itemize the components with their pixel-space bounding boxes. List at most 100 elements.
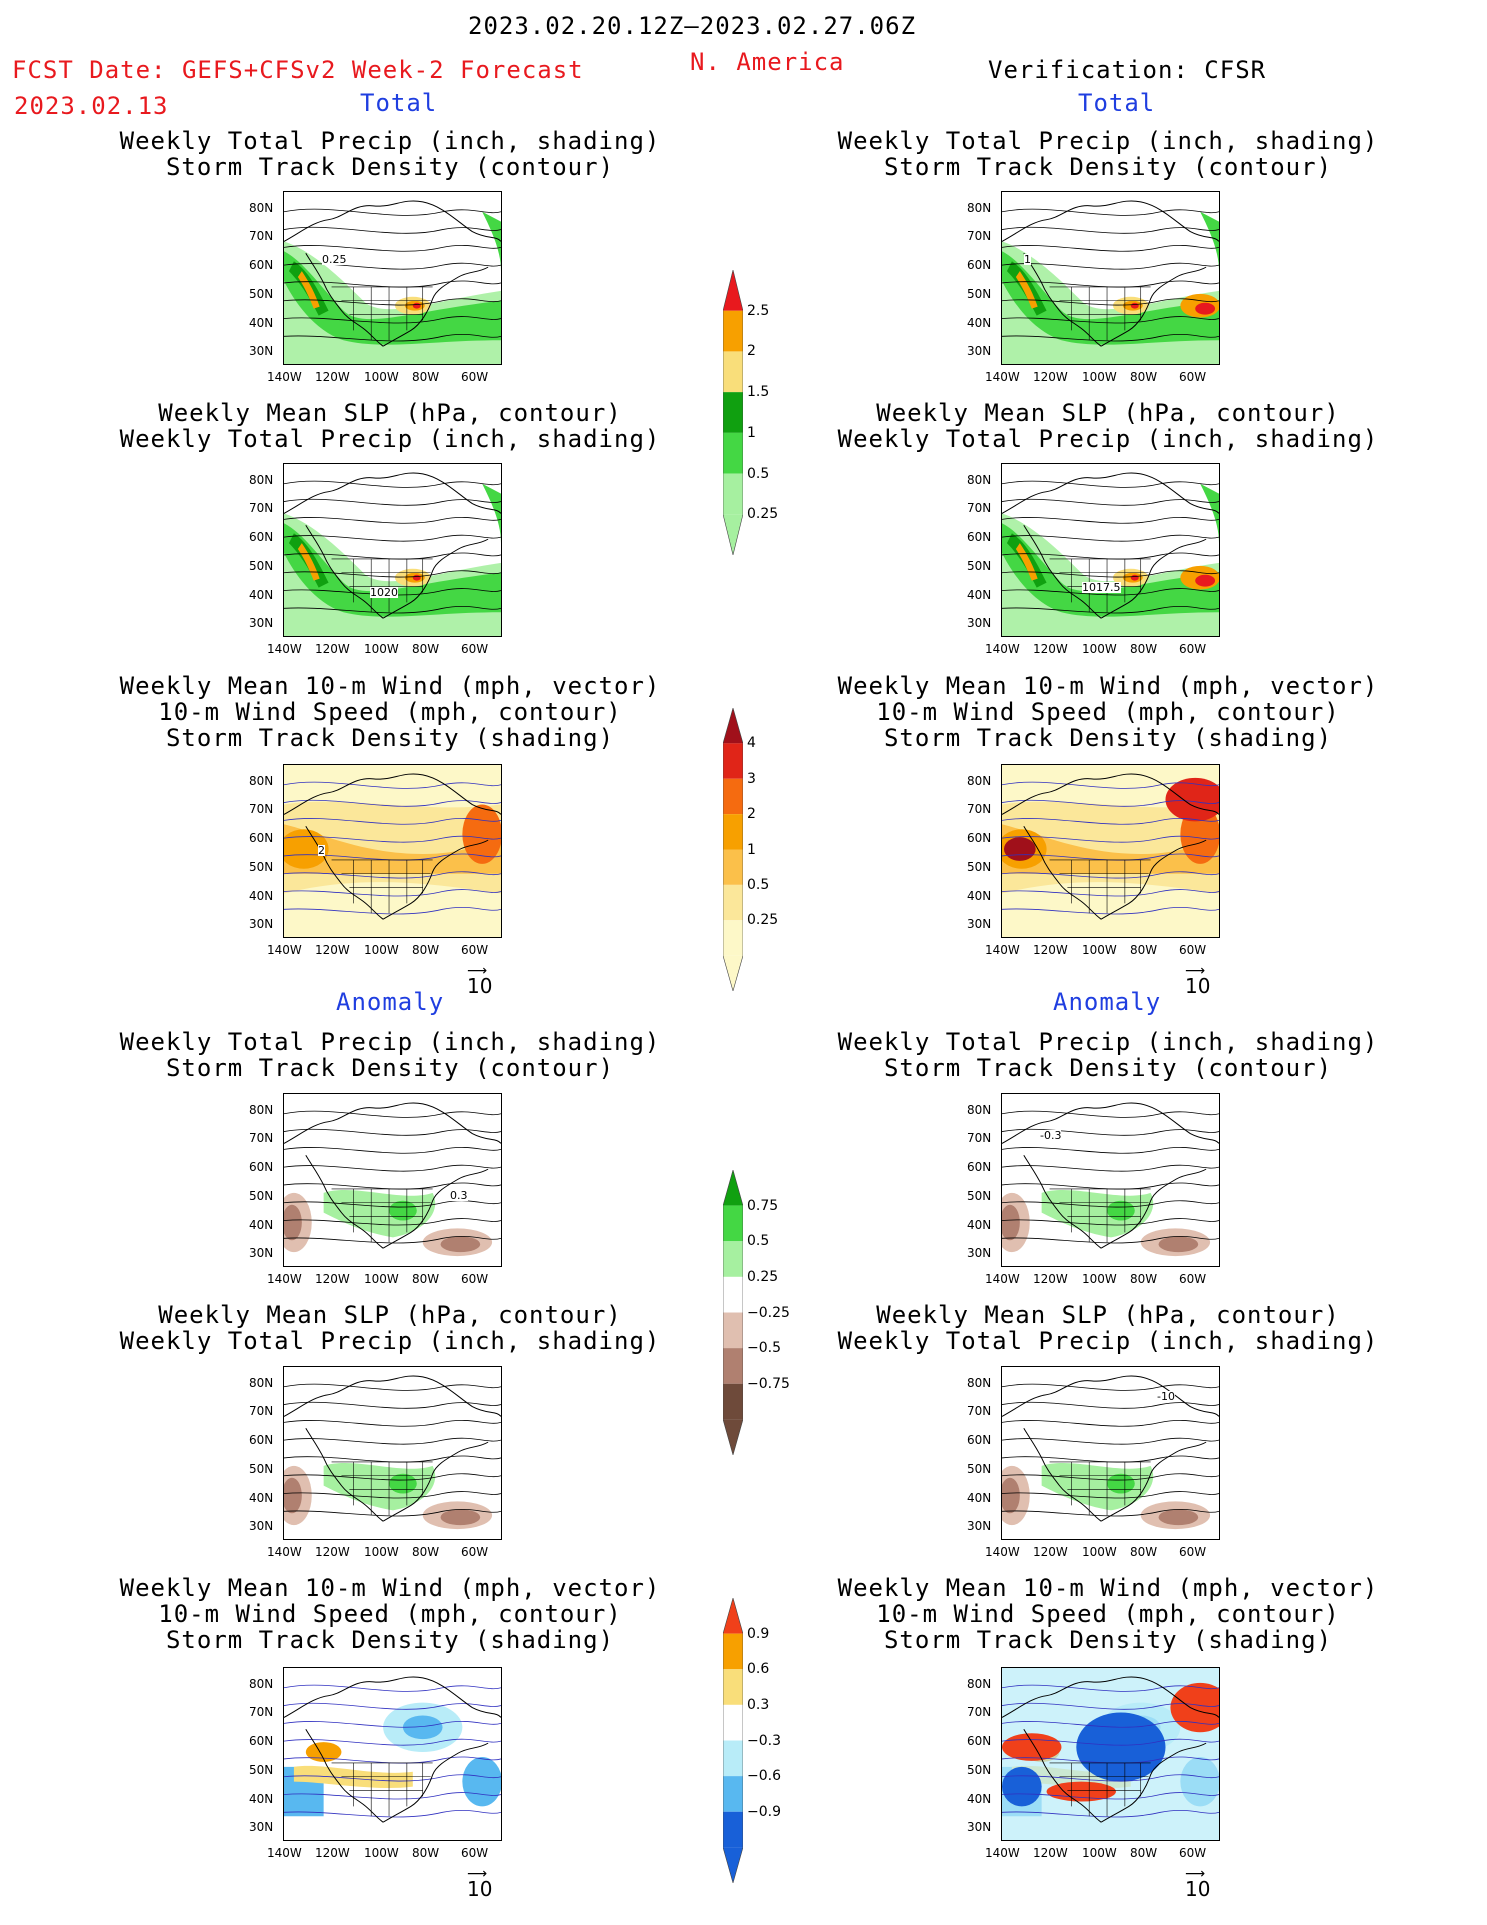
v-anom-precip-map-svg bbox=[1002, 1102, 1219, 1257]
lat-tick-label: 80N bbox=[967, 1103, 992, 1117]
colorbar-tick-label: −0.3 bbox=[747, 1732, 781, 1749]
lat-tick-label: 80N bbox=[967, 774, 992, 788]
lon-tick-label: 100W bbox=[1082, 1846, 1117, 1860]
lon-tick-label: 100W bbox=[364, 1846, 399, 1860]
lon-tick-label: 100W bbox=[1082, 642, 1117, 656]
v-anom-wind-map bbox=[1001, 1667, 1220, 1841]
lat-tick-label: 30N bbox=[967, 1519, 992, 1533]
lat-tick-label: 50N bbox=[967, 287, 992, 301]
lat-tick-label: 70N bbox=[249, 1131, 274, 1145]
verification-total-label: Total bbox=[1078, 89, 1156, 117]
lat-tick-label: 60N bbox=[249, 1160, 274, 1174]
lat-tick-label: 30N bbox=[249, 1246, 274, 1260]
lon-tick-label: 120W bbox=[1033, 1545, 1068, 1559]
lat-tick-label: 60N bbox=[967, 258, 992, 272]
v-anom-precip-title: Weekly Total Precip (inch, shading) Storm… bbox=[837, 1028, 1379, 1082]
f-total-slp-title: Weekly Mean SLP (hPa, contour) Weekly Tot… bbox=[119, 399, 661, 453]
lon-tick-label: 100W bbox=[364, 1545, 399, 1559]
lat-tick-label: 50N bbox=[249, 860, 274, 874]
lat-tick-label: 30N bbox=[249, 1519, 274, 1533]
lat-tick-label: 30N bbox=[249, 616, 274, 630]
lon-tick-label: 80W bbox=[1130, 370, 1158, 384]
lon-tick-label: 120W bbox=[1033, 943, 1068, 957]
lat-tick-label: 60N bbox=[967, 831, 992, 845]
colorbar-tick-label: 0.75 bbox=[747, 1197, 779, 1214]
lon-tick-label: 100W bbox=[364, 370, 399, 384]
vector-reference: ⟶ 10 bbox=[1185, 1866, 1211, 1901]
lat-tick-label: 50N bbox=[249, 1763, 274, 1777]
f-anom-slp-title: Weekly Mean SLP (hPa, contour) Weekly Tot… bbox=[119, 1301, 661, 1355]
lat-tick-label: 70N bbox=[967, 1131, 992, 1145]
f-anom-wind-map bbox=[283, 1667, 502, 1841]
lat-tick-label: 60N bbox=[967, 1433, 992, 1447]
lat-tick-label: 50N bbox=[967, 1763, 992, 1777]
lat-tick-label: 80N bbox=[967, 201, 992, 215]
lat-tick-label: 30N bbox=[967, 1246, 992, 1260]
lat-tick-label: 50N bbox=[967, 1189, 992, 1203]
f-anom-precip-title: Weekly Total Precip (inch, shading) Storm… bbox=[119, 1028, 661, 1082]
lon-tick-label: 120W bbox=[315, 1272, 350, 1286]
colorbar-tick-label: 2 bbox=[747, 806, 756, 823]
lon-tick-label: 80W bbox=[412, 1545, 440, 1559]
lat-tick-label: 50N bbox=[249, 1189, 274, 1203]
lat-tick-label: 80N bbox=[967, 1376, 992, 1390]
lon-tick-label: 60W bbox=[461, 1545, 489, 1559]
f-total-slp-map-svg bbox=[284, 472, 501, 636]
colorbar-tick-label: 0.6 bbox=[747, 1661, 770, 1678]
colorbar-tick-label: −0.25 bbox=[747, 1304, 790, 1321]
f-total-precip-title: Weekly Total Precip (inch, shading) Storm… bbox=[119, 127, 661, 181]
lat-tick-label: 40N bbox=[249, 1792, 274, 1806]
v-anom-precip-map: -0.3 bbox=[1001, 1093, 1220, 1267]
f-total-precip-map: 0.25 bbox=[283, 191, 502, 365]
colorbar-tick-label: 0.5 bbox=[747, 1233, 770, 1250]
v-anom-slp-title: Weekly Mean SLP (hPa, contour) Weekly Tot… bbox=[837, 1301, 1379, 1355]
lat-tick-label: 40N bbox=[967, 588, 992, 602]
lon-tick-label: 80W bbox=[412, 370, 440, 384]
lat-tick-label: 70N bbox=[967, 802, 992, 816]
colorbar-tick-label: 0.5 bbox=[747, 876, 770, 893]
lon-tick-label: 100W bbox=[1082, 943, 1117, 957]
contour-label: 1017.5 bbox=[1082, 581, 1121, 594]
lat-tick-label: 40N bbox=[967, 1792, 992, 1806]
f-total-wind-map: 2 bbox=[283, 764, 502, 938]
colorbar-tick-label: 0.9 bbox=[747, 1625, 770, 1642]
lon-tick-label: 60W bbox=[1179, 642, 1207, 656]
v-total-precip-map-svg bbox=[1002, 200, 1219, 364]
colorbar-tick-label: 0.25 bbox=[747, 912, 779, 929]
lon-tick-label: 140W bbox=[985, 370, 1020, 384]
lon-tick-label: 80W bbox=[412, 1272, 440, 1286]
colorbar-tick-label: 1 bbox=[747, 841, 756, 858]
lon-tick-label: 80W bbox=[1130, 1846, 1158, 1860]
lat-tick-label: 30N bbox=[249, 1820, 274, 1834]
lat-tick-label: 80N bbox=[967, 1677, 992, 1691]
lon-tick-label: 120W bbox=[315, 1846, 350, 1860]
lon-tick-label: 80W bbox=[1130, 943, 1158, 957]
f-total-precip-map-svg bbox=[284, 200, 501, 364]
v-total-slp-title: Weekly Mean SLP (hPa, contour) Weekly Tot… bbox=[837, 399, 1379, 453]
lon-tick-label: 100W bbox=[1082, 370, 1117, 384]
lat-tick-label: 50N bbox=[249, 559, 274, 573]
colorbar-tick-label: −0.6 bbox=[747, 1768, 781, 1785]
f-anom-slp-map bbox=[283, 1366, 502, 1540]
v-anom-slp-map: -10 bbox=[1001, 1366, 1220, 1540]
colorbar-total-precip bbox=[722, 269, 744, 556]
forecast-total-label: Total bbox=[360, 89, 438, 117]
lon-tick-label: 140W bbox=[267, 1272, 302, 1286]
lat-tick-label: 50N bbox=[967, 860, 992, 874]
forecast-anomaly-label: Anomaly bbox=[336, 988, 445, 1016]
lat-tick-label: 60N bbox=[249, 1734, 274, 1748]
lat-tick-label: 70N bbox=[249, 229, 274, 243]
lon-tick-label: 140W bbox=[985, 943, 1020, 957]
lon-tick-label: 80W bbox=[412, 1846, 440, 1860]
colorbar-tick-label: −0.5 bbox=[747, 1340, 781, 1357]
lat-tick-label: 60N bbox=[967, 530, 992, 544]
lat-tick-label: 50N bbox=[967, 1462, 992, 1476]
colorbar-tick-label: 0.5 bbox=[747, 465, 770, 482]
colorbar-tick-label: 0.3 bbox=[747, 1696, 770, 1713]
lat-tick-label: 80N bbox=[967, 473, 992, 487]
region-title: N. America bbox=[690, 48, 845, 76]
lon-tick-label: 120W bbox=[1033, 642, 1068, 656]
f-total-slp-map: 1020 bbox=[283, 463, 502, 637]
lat-tick-label: 70N bbox=[967, 229, 992, 243]
lat-tick-label: 80N bbox=[249, 1677, 274, 1691]
